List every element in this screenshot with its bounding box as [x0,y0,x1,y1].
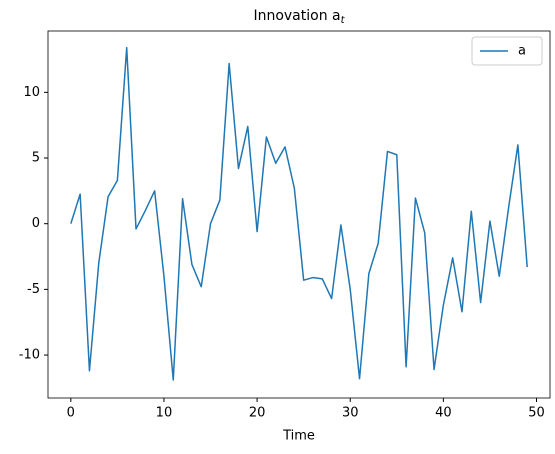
y-tick-label: 10 [23,85,40,100]
y-tick-label: 0 [32,216,40,231]
legend: a [471,36,543,66]
y-tick-label: -5 [27,282,40,297]
chart-title: Innovation at [253,8,345,26]
x-tick-label: 40 [435,406,452,421]
title-subscript: t [341,15,346,26]
data-line [70,46,528,381]
y-tick-label: -10 [19,348,40,363]
x-tick-label: 10 [156,406,173,421]
x-tick-label: 20 [249,406,266,421]
x-tick-label: 30 [342,406,359,421]
plot-frame [47,30,551,399]
x-tick-label: 0 [67,406,75,421]
x-axis-label: Time [282,429,315,444]
title-text: Innovation a [253,8,340,24]
y-tick-label: 5 [32,151,40,166]
x-tick-label: 50 [528,406,545,421]
legend-label: a [518,44,526,59]
